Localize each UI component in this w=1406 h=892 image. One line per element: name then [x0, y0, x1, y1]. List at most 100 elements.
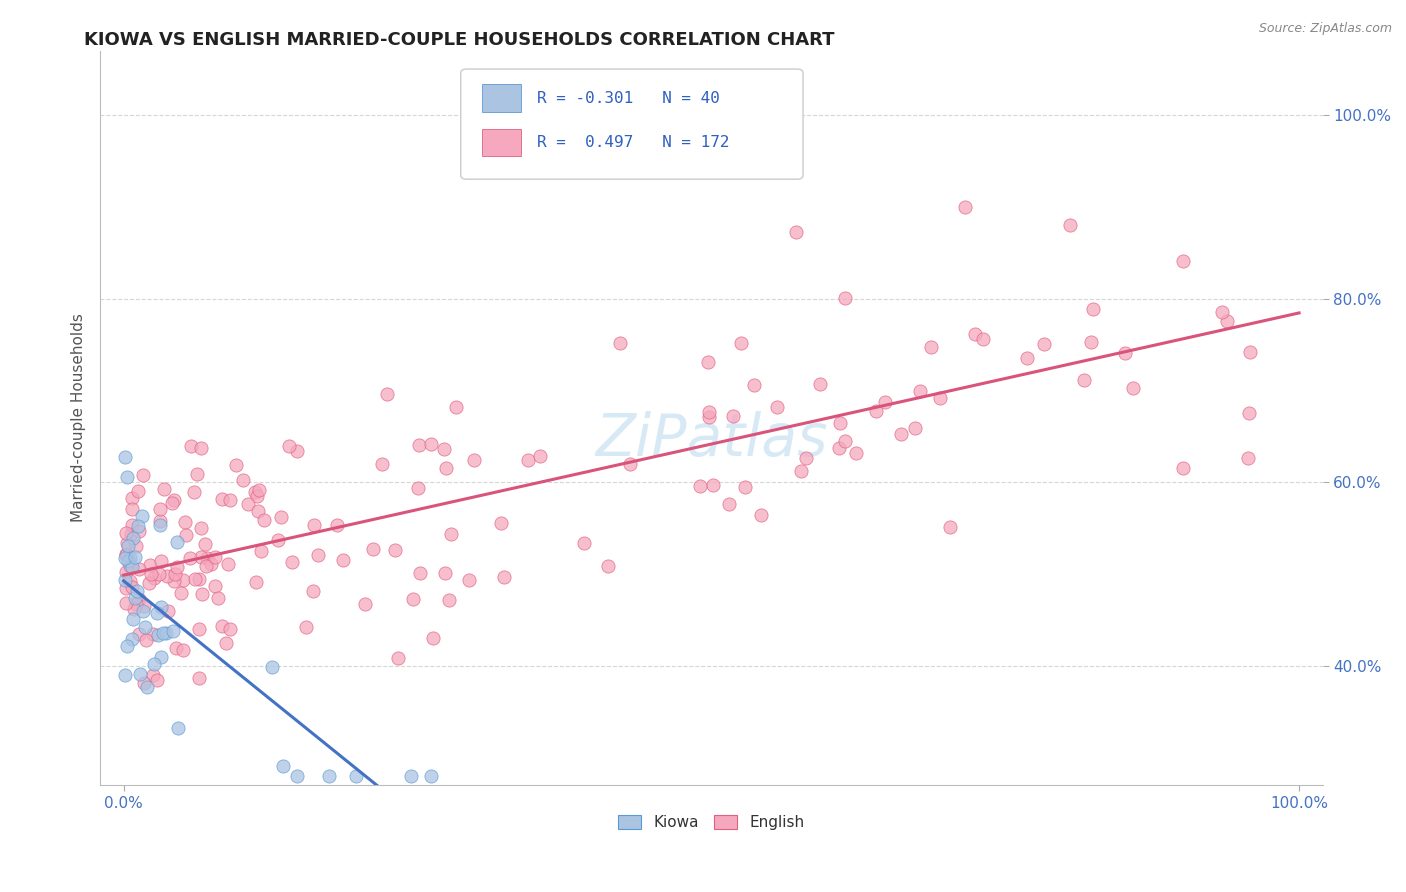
- Point: [149, 515, 172, 529]
- Point: [1073, 373, 1095, 387]
- Point: [1033, 336, 1056, 351]
- Point: [187, 623, 209, 637]
- Point: [247, 504, 270, 518]
- Point: [190, 441, 212, 455]
- Point: [406, 482, 429, 496]
- Point: [124, 549, 146, 564]
- Point: [422, 631, 444, 645]
- Point: [1211, 305, 1233, 319]
- Point: [172, 643, 194, 657]
- Point: [1173, 461, 1195, 475]
- Point: [1237, 451, 1260, 466]
- Y-axis label: Married-couple Households: Married-couple Households: [72, 313, 86, 523]
- Point: [1239, 345, 1261, 359]
- Point: [173, 515, 195, 529]
- Point: [619, 457, 641, 471]
- Point: [794, 451, 817, 466]
- Point: [139, 567, 162, 582]
- Point: [142, 668, 165, 682]
- Point: [183, 485, 205, 500]
- Point: [149, 501, 172, 516]
- Point: [146, 628, 169, 642]
- Point: [114, 573, 136, 587]
- Point: [166, 534, 188, 549]
- Point: [142, 627, 165, 641]
- Point: [325, 517, 347, 532]
- Point: [155, 626, 177, 640]
- Point: [128, 524, 150, 539]
- Point: [128, 667, 150, 681]
- Point: [143, 571, 166, 585]
- Point: [163, 574, 186, 589]
- Point: [785, 226, 807, 240]
- Point: [865, 403, 887, 417]
- Point: [1080, 335, 1102, 350]
- Point: [170, 586, 193, 600]
- Point: [219, 493, 242, 508]
- Point: [115, 469, 138, 483]
- Point: [121, 560, 143, 574]
- Text: ZiPatlas: ZiPatlas: [595, 411, 828, 468]
- Point: [489, 516, 512, 531]
- Point: [250, 544, 273, 558]
- Point: [808, 376, 831, 391]
- Point: [1216, 314, 1239, 328]
- Point: [148, 567, 170, 582]
- Point: [167, 721, 190, 735]
- Point: [598, 558, 620, 573]
- Point: [408, 438, 430, 452]
- Point: [134, 620, 156, 634]
- Point: [766, 400, 789, 414]
- Point: [194, 558, 217, 573]
- Point: [190, 549, 212, 564]
- Point: [225, 458, 247, 472]
- Point: [302, 583, 325, 598]
- Point: [115, 581, 138, 595]
- Point: [187, 672, 209, 686]
- Point: [696, 355, 718, 369]
- Point: [434, 566, 457, 581]
- Point: [232, 473, 254, 487]
- Point: [697, 405, 720, 419]
- Point: [115, 565, 138, 579]
- Point: [200, 557, 222, 571]
- Point: [285, 444, 308, 458]
- Point: [742, 378, 765, 392]
- Point: [920, 339, 942, 353]
- Point: [207, 591, 229, 606]
- Text: R =  0.497   N = 172: R = 0.497 N = 172: [537, 135, 730, 150]
- Point: [419, 437, 441, 451]
- Point: [875, 395, 897, 409]
- Point: [211, 619, 233, 633]
- Point: [387, 650, 409, 665]
- Point: [204, 550, 226, 565]
- Point: [120, 527, 142, 541]
- Point: [963, 327, 986, 342]
- Point: [132, 676, 155, 690]
- Point: [492, 570, 515, 584]
- Point: [287, 769, 309, 783]
- Point: [115, 547, 138, 561]
- Point: [121, 632, 143, 647]
- Point: [344, 769, 367, 783]
- Point: [890, 426, 912, 441]
- Point: [122, 531, 145, 545]
- Point: [184, 573, 207, 587]
- Point: [307, 549, 329, 563]
- Point: [572, 536, 595, 550]
- Point: [204, 579, 226, 593]
- Point: [125, 598, 148, 612]
- Point: [689, 479, 711, 493]
- Text: KIOWA VS ENGLISH MARRIED-COUPLE HOUSEHOLDS CORRELATION CHART: KIOWA VS ENGLISH MARRIED-COUPLE HOUSEHOL…: [84, 31, 835, 49]
- Point: [278, 439, 301, 453]
- Point: [124, 591, 146, 606]
- Point: [734, 480, 756, 494]
- Point: [127, 518, 149, 533]
- Point: [172, 574, 194, 588]
- Point: [120, 550, 142, 565]
- Point: [114, 668, 136, 682]
- Point: [245, 574, 267, 589]
- Point: [176, 528, 198, 542]
- Point: [371, 457, 394, 471]
- Legend: Kiowa, English: Kiowa, English: [612, 809, 810, 836]
